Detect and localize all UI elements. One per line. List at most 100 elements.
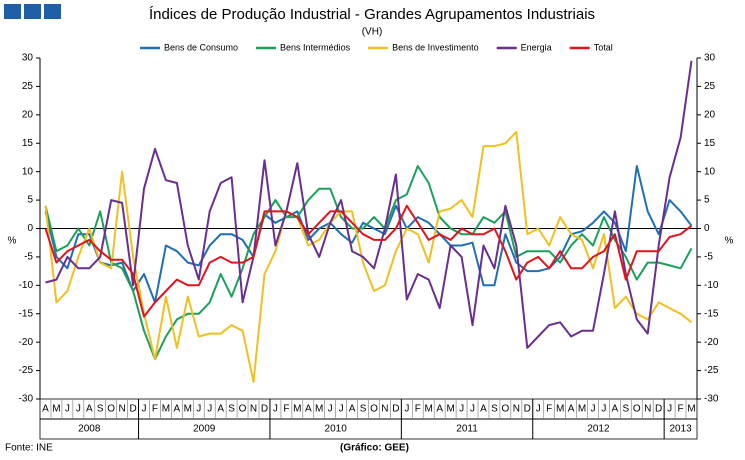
x-tick-label: D <box>392 404 399 415</box>
x-tick-label: F <box>283 404 289 415</box>
y-tick-label: 0 <box>27 223 33 234</box>
y2-tick-label: -20 <box>704 337 719 348</box>
x-tick-label: N <box>644 404 651 415</box>
x-tick-label: J <box>470 404 475 415</box>
logo-block <box>24 4 41 19</box>
year-label: 2010 <box>325 424 348 435</box>
y2-tick-label: 10 <box>704 166 716 177</box>
y-tick-label: -30 <box>19 394 34 405</box>
x-tick-label: A <box>349 404 356 415</box>
x-tick-label: F <box>678 404 684 415</box>
x-tick-label: M <box>425 404 433 415</box>
x-tick-label: A <box>174 404 181 415</box>
x-tick-label: J <box>328 404 333 415</box>
x-tick-label: S <box>97 404 104 415</box>
x-tick-label: D <box>261 404 268 415</box>
x-tick-label: J <box>196 404 201 415</box>
x-tick-label: A <box>217 404 224 415</box>
x-tick-label: S <box>491 404 498 415</box>
x-tick-label: F <box>546 404 552 415</box>
x-tick-label: J <box>601 404 606 415</box>
y-tick-label: -20 <box>19 337 34 348</box>
x-tick-label: N <box>250 404 257 415</box>
x-tick-label: O <box>239 404 247 415</box>
year-label: 2012 <box>587 424 610 435</box>
series-line <box>44 204 693 318</box>
x-tick-label: O <box>501 404 509 415</box>
x-tick-label: F <box>415 404 421 415</box>
y2-tick-label: 0 <box>704 223 710 234</box>
y2-tick-label: -15 <box>704 308 719 319</box>
x-tick-label: O <box>107 404 115 415</box>
x-tick-label: F <box>152 404 158 415</box>
series-line <box>45 60 693 349</box>
y2-tick-label: 30 <box>704 53 716 64</box>
x-tick-label: M <box>578 404 586 415</box>
x-tick-label: J <box>590 404 595 415</box>
y2-tick-label: -10 <box>704 280 719 291</box>
x-tick-label: M <box>687 404 695 415</box>
x-tick-label: J <box>339 404 344 415</box>
y2-tick-label: 20 <box>704 109 716 120</box>
y-tick-label: -15 <box>19 308 34 319</box>
source: Fonte: INE <box>5 443 53 454</box>
x-tick-label: D <box>524 404 531 415</box>
y2-tick-label: -5 <box>704 252 713 263</box>
x-tick-label: S <box>622 404 629 415</box>
y-tick-label: 15 <box>22 138 34 149</box>
x-tick-label: J <box>404 404 409 415</box>
x-tick-label: M <box>556 404 564 415</box>
x-tick-label: M <box>184 404 192 415</box>
x-tick-label: J <box>142 404 147 415</box>
y-tick-label: 5 <box>27 195 33 206</box>
x-tick-label: J <box>207 404 212 415</box>
logo-block <box>4 4 21 19</box>
x-tick-label: M <box>446 404 454 415</box>
y-tick-label: -10 <box>19 280 34 291</box>
legend-label: Bens de Consumo <box>164 42 238 52</box>
x-tick-label: D <box>129 404 136 415</box>
y-tick-label: 30 <box>22 53 34 64</box>
series-line <box>44 165 693 304</box>
year-label: 2008 <box>78 424 101 435</box>
legend-label: Bens de Investimento <box>392 42 479 52</box>
x-tick-label: S <box>360 404 367 415</box>
legend-label: Total <box>594 42 613 52</box>
x-tick-label: S <box>228 404 235 415</box>
x-tick-label: M <box>293 404 301 415</box>
logo-block <box>44 4 61 19</box>
y-tick-label: 25 <box>22 81 34 92</box>
x-tick-label: A <box>568 404 575 415</box>
x-tick-label: A <box>305 404 312 415</box>
x-tick-label: N <box>513 404 520 415</box>
legend-label: Bens Intermédios <box>280 42 351 52</box>
x-tick-label: J <box>459 404 464 415</box>
x-tick-label: O <box>370 404 378 415</box>
x-tick-label: A <box>612 404 619 415</box>
y2-tick-label: 5 <box>704 195 710 206</box>
series-line <box>44 130 693 383</box>
x-tick-label: J <box>536 404 541 415</box>
y-axis-label: % <box>8 236 17 247</box>
y-tick-label: 20 <box>22 109 34 120</box>
y2-axis-label: % <box>725 236 734 247</box>
x-tick-label: N <box>381 404 388 415</box>
x-tick-label: D <box>655 404 662 415</box>
x-tick-label: M <box>162 404 170 415</box>
legend-label: Energia <box>521 42 552 52</box>
x-tick-label: J <box>65 404 70 415</box>
y2-tick-label: -25 <box>704 365 719 376</box>
x-tick-label: M <box>315 404 323 415</box>
y-tick-label: 10 <box>22 166 34 177</box>
x-tick-label: A <box>436 404 443 415</box>
y2-tick-label: -30 <box>704 394 719 405</box>
year-label: 2013 <box>669 424 692 435</box>
chart-title: Índices de Produção Industrial - Grandes… <box>149 6 595 23</box>
x-tick-label: J <box>667 404 672 415</box>
y2-tick-label: 25 <box>704 81 716 92</box>
x-tick-label: A <box>86 404 93 415</box>
x-tick-label: J <box>76 404 81 415</box>
credit: (Gráfico: GEE) <box>340 443 409 454</box>
x-tick-label: A <box>480 404 487 415</box>
